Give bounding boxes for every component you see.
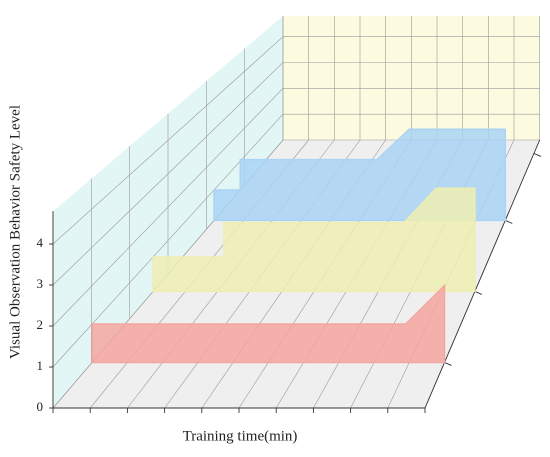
grid-line: [52, 88, 540, 327]
y-tick-label: 1: [37, 358, 44, 373]
y-tick-label: 3: [37, 276, 44, 291]
y-tick-label: 0: [37, 399, 44, 414]
depth-tick: [474, 291, 483, 295]
depth-tick: [505, 219, 513, 224]
grid-line: [52, 62, 540, 286]
x-axis-label: Training time(min): [183, 428, 298, 444]
ribbon: [91, 283, 446, 364]
depth-tick: [444, 362, 452, 366]
depth-tick: [533, 152, 542, 157]
y-axis-label: Visual Observation Behavior Safety Level: [7, 105, 23, 359]
ribbon: [152, 187, 476, 293]
y-tick-label: 4: [37, 235, 44, 250]
grid-line: [52, 36, 540, 245]
y-tick-label: 2: [37, 317, 44, 332]
grid-line: [52, 113, 540, 368]
